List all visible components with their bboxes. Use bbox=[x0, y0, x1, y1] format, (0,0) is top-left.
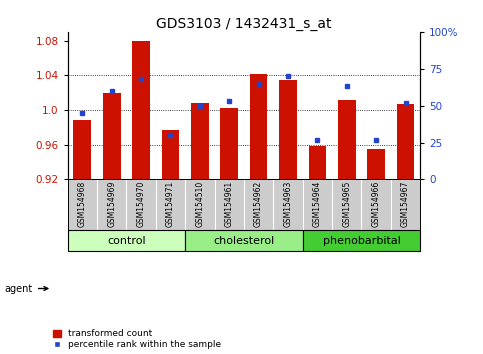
Text: GSM154963: GSM154963 bbox=[284, 181, 293, 227]
Bar bbox=[367, 149, 385, 179]
Text: GSM154962: GSM154962 bbox=[254, 181, 263, 227]
Bar bbox=[338, 99, 355, 179]
Bar bbox=[191, 103, 209, 179]
Bar bbox=[397, 104, 414, 179]
Bar bbox=[103, 93, 121, 179]
Bar bbox=[162, 130, 179, 179]
Text: GSM154967: GSM154967 bbox=[401, 181, 410, 227]
Bar bbox=[279, 80, 297, 179]
Bar bbox=[250, 74, 268, 179]
Text: GSM154970: GSM154970 bbox=[137, 181, 145, 227]
Bar bbox=[132, 41, 150, 179]
Bar bbox=[309, 147, 326, 179]
Text: GSM154968: GSM154968 bbox=[78, 181, 87, 227]
FancyBboxPatch shape bbox=[68, 230, 185, 251]
Bar bbox=[73, 120, 91, 179]
Text: agent: agent bbox=[5, 284, 33, 293]
Bar bbox=[220, 108, 238, 179]
Legend: transformed count, percentile rank within the sample: transformed count, percentile rank withi… bbox=[53, 329, 221, 349]
FancyBboxPatch shape bbox=[303, 230, 420, 251]
Text: phenobarbital: phenobarbital bbox=[323, 236, 400, 246]
Text: GSM154510: GSM154510 bbox=[195, 181, 204, 227]
Text: GSM154964: GSM154964 bbox=[313, 181, 322, 227]
Text: GSM154966: GSM154966 bbox=[371, 181, 381, 227]
Text: cholesterol: cholesterol bbox=[213, 236, 274, 246]
Text: GSM154969: GSM154969 bbox=[107, 181, 116, 227]
Text: GSM154971: GSM154971 bbox=[166, 181, 175, 227]
Title: GDS3103 / 1432431_s_at: GDS3103 / 1432431_s_at bbox=[156, 17, 332, 31]
FancyBboxPatch shape bbox=[185, 230, 303, 251]
Text: GSM154961: GSM154961 bbox=[225, 181, 234, 227]
Text: control: control bbox=[107, 236, 146, 246]
Text: GSM154965: GSM154965 bbox=[342, 181, 351, 227]
